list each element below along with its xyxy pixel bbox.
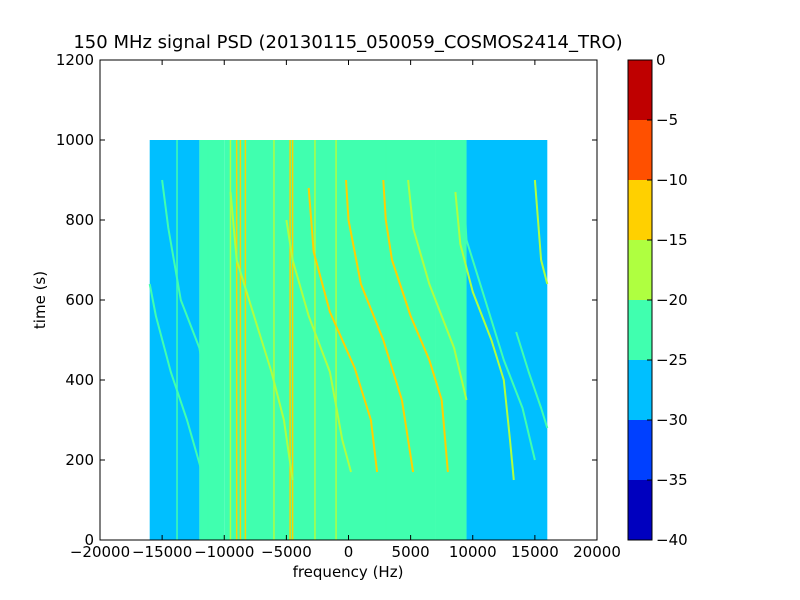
- colorbar-level: [628, 60, 652, 120]
- x-axis: −20000 −15000 −10000 −5000 0 5000 10000 15000 20…: [70, 60, 621, 561]
- x-tick-label: −5000: [261, 543, 312, 561]
- y-tick-label: 1200: [56, 51, 94, 69]
- psd-region: [224, 140, 436, 540]
- x-tick-label: −20000: [70, 543, 130, 561]
- drift-trace: [533, 179, 549, 285]
- drift-trace: [285, 219, 352, 473]
- colorbar-level: [628, 300, 652, 360]
- colorbar-level: [628, 180, 652, 240]
- y-tick-label: 0: [84, 531, 94, 549]
- colorbar-level: [628, 120, 652, 180]
- x-tick-label: −10000: [194, 543, 254, 561]
- colorbar-tick-label: −20: [656, 291, 688, 309]
- x-tick-label: −15000: [132, 543, 192, 561]
- psd-region: [199, 140, 225, 540]
- drift-trace: [515, 331, 549, 429]
- y-tick-label: 1000: [56, 131, 94, 149]
- drift-trace: [454, 191, 515, 481]
- drift-trace: [382, 179, 449, 473]
- x-tick-label: 5000: [392, 543, 430, 561]
- x-axis-label: frequency (Hz): [293, 563, 404, 581]
- colorbar-tick-label: −5: [656, 111, 678, 129]
- drift-trace: [229, 191, 294, 481]
- colorbar-level: [628, 420, 652, 480]
- colorbar: 0 −5 −10 −15 −20 −25 −30 −35 −40: [627, 51, 688, 549]
- heatmap: [148, 140, 549, 540]
- drift-trace: [407, 179, 468, 401]
- y-axis: 0 200 400 600 800 1000 1200: [56, 51, 597, 549]
- drift-trace: [345, 179, 415, 473]
- colorbar-tick-label: −15: [656, 231, 688, 249]
- colorbar-tick-label: −35: [656, 471, 688, 489]
- y-axis-label: time (s): [31, 271, 49, 329]
- psd-region: [149, 140, 200, 540]
- psd-region: [466, 140, 548, 540]
- colorbar-level: [628, 360, 652, 420]
- drift-trace: [461, 179, 536, 461]
- y-tick-label: 800: [65, 211, 94, 229]
- x-tick-label: 15000: [511, 543, 559, 561]
- colorbar-tick-label: −30: [656, 411, 688, 429]
- drift-trace: [148, 283, 213, 501]
- drift-trace: [307, 187, 379, 473]
- y-tick-label: 600: [65, 291, 94, 309]
- x-tick-label: 10000: [449, 543, 497, 561]
- y-tick-label: 200: [65, 451, 94, 469]
- x-tick-label: 20000: [573, 543, 621, 561]
- colorbar-level: [628, 240, 652, 300]
- colorbar-tick-label: −10: [656, 171, 688, 189]
- colorbar-level: [628, 480, 652, 540]
- drift-trace: [161, 179, 219, 481]
- colorbar-tick-label: −40: [656, 531, 688, 549]
- colorbar-tick-label: −25: [656, 351, 688, 369]
- colorbar-tick-label: 0: [656, 51, 666, 69]
- x-tick-label: 0: [344, 543, 354, 561]
- chart-title: 150 MHz signal PSD (20130115_050059_COSM…: [73, 32, 622, 53]
- y-tick-label: 400: [65, 371, 94, 389]
